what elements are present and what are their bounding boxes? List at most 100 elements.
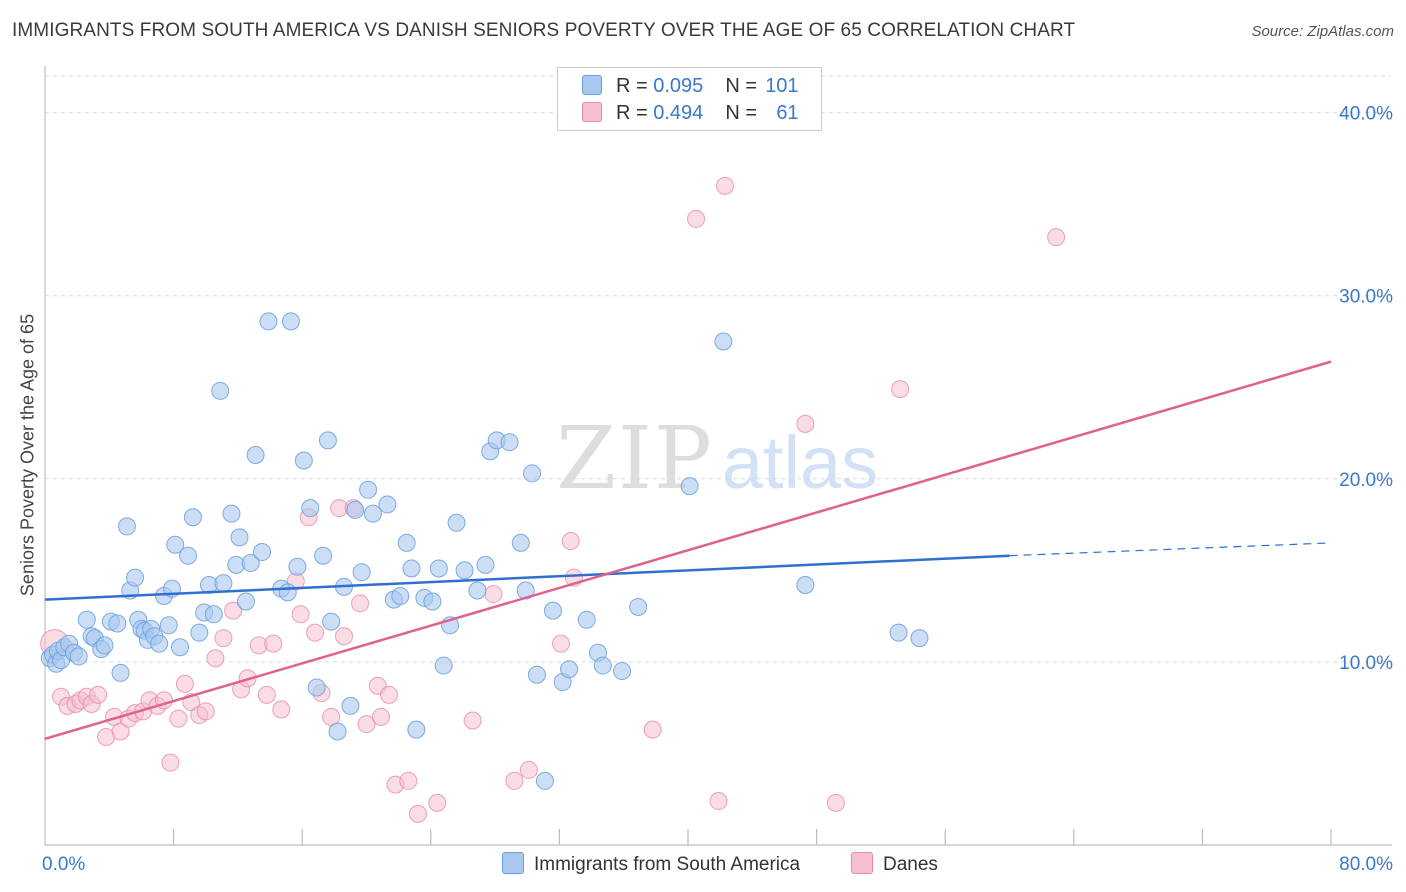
- legend-r-value: 0.095: [653, 75, 704, 97]
- axes: [44, 66, 1392, 846]
- immigrants-point: [328, 722, 347, 741]
- immigrants-point: [577, 610, 596, 629]
- danes-point: [505, 771, 524, 790]
- chart-title: IMMIGRANTS FROM SOUTH AMERICA VS DANISH …: [12, 20, 1076, 41]
- danes-point: [214, 629, 233, 648]
- immigrants-point: [318, 431, 337, 450]
- danes-point: [291, 605, 310, 624]
- immigrants-point: [363, 504, 382, 523]
- bottom-legend-danes: Danes: [851, 852, 938, 876]
- danes-point: [891, 380, 910, 399]
- danes-point: [399, 771, 418, 790]
- immigrants-point: [322, 612, 341, 631]
- source-credit: Source: ZipAtlas.com: [1251, 23, 1394, 40]
- y-tick-label: 30.0%: [1339, 287, 1393, 308]
- immigrants-point: [523, 464, 542, 483]
- immigrants-point: [511, 533, 530, 552]
- immigrants-point: [288, 557, 307, 576]
- immigrants-point: [190, 623, 209, 642]
- danes-point: [463, 711, 482, 730]
- legend-row-danes: R = 0.494 N = 61: [582, 102, 799, 126]
- danes-point: [408, 804, 427, 823]
- immigrants-point: [77, 610, 96, 629]
- immigrants-point: [423, 592, 442, 611]
- immigrants-point: [166, 535, 185, 554]
- danes-point: [519, 760, 538, 779]
- immigrants-point: [179, 546, 198, 565]
- immigrants-point: [314, 546, 333, 565]
- immigrants-point: [108, 614, 127, 633]
- immigrants-point: [560, 660, 579, 679]
- x-tick-label: 80.0%: [1339, 854, 1393, 875]
- danes-point: [357, 715, 376, 734]
- immigrants-point: [500, 433, 519, 452]
- legend-n-label: N =: [725, 75, 763, 97]
- immigrants-trend-line: [44, 554, 1010, 601]
- immigrants-point: [434, 656, 453, 675]
- danes-point: [826, 793, 845, 812]
- danes-point: [484, 585, 503, 604]
- danes-point: [196, 702, 215, 721]
- x-tick-label: 0.0%: [42, 854, 85, 875]
- bottom-legend-label: Immigrants from South America: [534, 854, 801, 875]
- y-tick-label: 10.0%: [1339, 653, 1393, 674]
- legend-n-value: 61: [776, 102, 799, 124]
- immigrants-point: [359, 480, 378, 499]
- immigrants-point: [378, 495, 397, 514]
- immigrants-point: [183, 508, 202, 527]
- danes-points: [40, 176, 1066, 823]
- danes-point: [272, 700, 291, 719]
- danes-point: [380, 685, 399, 704]
- immigrants-point: [253, 543, 272, 562]
- legend-r-label: R =: [616, 75, 654, 97]
- danes-point: [257, 685, 276, 704]
- immigrants-point: [150, 634, 169, 653]
- danes-point: [175, 674, 194, 693]
- danes-point: [334, 627, 353, 646]
- immigrants-point: [476, 555, 495, 574]
- danes-point: [709, 792, 728, 811]
- danes-point: [206, 649, 225, 668]
- immigrants-point: [341, 696, 360, 715]
- watermark: ZIP atlas: [556, 409, 878, 509]
- immigrants-point: [346, 500, 365, 519]
- immigrants-point: [796, 576, 815, 595]
- immigrants-point: [889, 623, 908, 642]
- immigrants-point: [246, 446, 265, 465]
- danes-point: [371, 707, 390, 726]
- bottom-legend-label: Danes: [883, 854, 938, 875]
- legend-n-value: 101: [765, 75, 799, 97]
- immigrants-point: [352, 563, 371, 582]
- danes-point: [306, 623, 325, 642]
- bottom-legend-swatch-pink: [851, 852, 873, 874]
- danes-point: [169, 709, 188, 728]
- bottom-legend-immigrants: Immigrants from South America: [502, 852, 800, 876]
- legend-n-label: N =: [725, 102, 763, 124]
- tick-labels: 10.0% 20.0% 30.0% 40.0% 0.0% 80.0%: [42, 104, 1393, 875]
- legend-r-label: R =: [616, 102, 654, 124]
- correlation-legend: R = 0.095 N = 101 R = 0.494 N = 61: [557, 67, 822, 131]
- y-axis-label: Seniors Poverty Over the Age of 65: [17, 313, 38, 597]
- danes-point: [561, 532, 580, 551]
- immigrants-point: [117, 517, 136, 536]
- immigrants-point: [629, 597, 648, 616]
- immigrants-point: [593, 656, 612, 675]
- immigrants-point: [613, 662, 632, 681]
- immigrants-point: [543, 601, 562, 620]
- danes-point: [351, 594, 370, 613]
- immigrants-point: [910, 629, 929, 648]
- immigrants-point: [455, 561, 474, 580]
- immigrants-points: [40, 312, 929, 790]
- immigrants-point: [281, 312, 300, 331]
- immigrants-point: [294, 451, 313, 470]
- danes-point: [264, 634, 283, 653]
- immigrants-point: [159, 616, 178, 635]
- watermark-atlas: atlas: [722, 421, 878, 504]
- danes-trend-line: [44, 360, 1332, 741]
- immigrants-point: [391, 586, 410, 605]
- immigrants-point: [204, 605, 223, 624]
- legend-swatch-pink: [582, 102, 602, 122]
- immigrants-point: [211, 381, 230, 400]
- danes-point: [224, 601, 243, 620]
- immigrants-point: [69, 647, 88, 666]
